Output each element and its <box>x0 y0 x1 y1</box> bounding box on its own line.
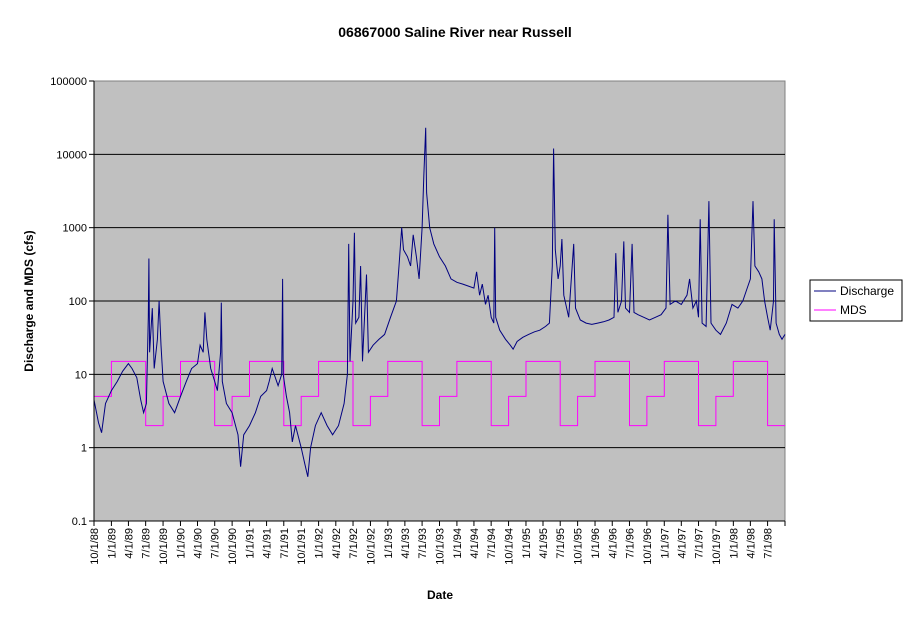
x-tick-label: 1/1/97 <box>659 528 671 559</box>
y-tick-label: 1 <box>81 443 87 455</box>
x-axis-title: Date <box>427 588 453 602</box>
y-tick-label: 1000 <box>63 223 87 235</box>
series-line-mds <box>94 360 785 427</box>
x-tick-label: 10/1/89 <box>158 528 170 565</box>
x-tick-label: 4/1/93 <box>400 528 412 559</box>
x-tick-label: 1/1/94 <box>452 528 464 559</box>
x-tick-label: 1/1/95 <box>521 528 533 559</box>
series-layer <box>93 127 786 477</box>
chart-title: 06867000 Saline River near Russell <box>338 24 571 40</box>
x-tick-label: 7/1/96 <box>624 528 636 559</box>
y-axis-title: Discharge and MDS (cfs) <box>22 230 36 371</box>
x-tick-label: 4/1/97 <box>676 528 688 559</box>
x-tick-label: 4/1/95 <box>538 528 550 559</box>
legend-label-mds: MDS <box>840 303 867 317</box>
x-tick-label: 4/1/96 <box>607 528 619 559</box>
x-tick-label: 7/1/90 <box>210 528 222 559</box>
x-tick-label: 10/1/91 <box>296 528 308 565</box>
x-tick-label: 1/1/98 <box>728 528 740 559</box>
y-tick-label: 100 <box>69 296 87 308</box>
x-tick-label: 10/1/94 <box>504 528 516 565</box>
x-tick-label: 10/1/95 <box>573 528 585 565</box>
series-line-discharge <box>93 127 786 477</box>
x-tick-label: 4/1/89 <box>123 528 135 559</box>
x-tick-label: 7/1/91 <box>279 528 291 559</box>
x-tick-label: 10/1/92 <box>365 528 377 565</box>
x-tick-label: 4/1/92 <box>331 528 343 559</box>
x-tick-label: 7/1/95 <box>555 528 567 559</box>
x-tick-label: 4/1/91 <box>262 528 274 559</box>
x-tick-label: 7/1/97 <box>694 528 706 559</box>
x-tick-label: 1/1/96 <box>590 528 602 559</box>
x-tick-label: 10/1/90 <box>227 528 239 565</box>
gridlines <box>94 153 785 449</box>
x-tick-label: 1/1/93 <box>383 528 395 559</box>
x-tick-label: 7/1/98 <box>763 528 775 559</box>
x-axis: 10/1/88 1/1/89 4/1/89 7/1/89 10/1/89 1/1/90 4/… <box>89 520 786 565</box>
y-tick-label: 100000 <box>50 76 87 88</box>
legend-box <box>809 279 903 322</box>
x-tick-label: 10/1/93 <box>435 528 447 565</box>
y-tick-label: 10000 <box>56 149 87 161</box>
x-tick-label: 10/1/97 <box>711 528 723 565</box>
x-tick-label: 4/1/94 <box>469 528 481 559</box>
x-tick-label: 1/1/92 <box>314 528 326 559</box>
x-tick-label: 4/1/90 <box>192 528 204 559</box>
x-tick-label: 1/1/89 <box>106 528 118 559</box>
x-tick-label: 7/1/89 <box>141 528 153 559</box>
y-tick-label: 10 <box>75 369 87 381</box>
legend-label-discharge: Discharge <box>840 284 894 298</box>
x-tick-label: 7/1/93 <box>417 528 429 559</box>
x-tick-label: 1/1/91 <box>245 528 257 559</box>
x-tick-label: 7/1/94 <box>486 528 498 559</box>
y-axis: 0.1 1 10 100 1000 10000 100000 <box>50 76 95 528</box>
x-tick-label: 1/1/90 <box>175 528 187 559</box>
x-tick-label: 7/1/92 <box>348 528 360 559</box>
y-tick-label: 0.1 <box>72 516 87 528</box>
x-tick-label: 4/1/98 <box>745 528 757 559</box>
x-tick-label: 10/1/88 <box>89 528 101 565</box>
x-tick-label: 10/1/96 <box>642 528 654 565</box>
legend: Discharge MDS <box>809 279 903 322</box>
